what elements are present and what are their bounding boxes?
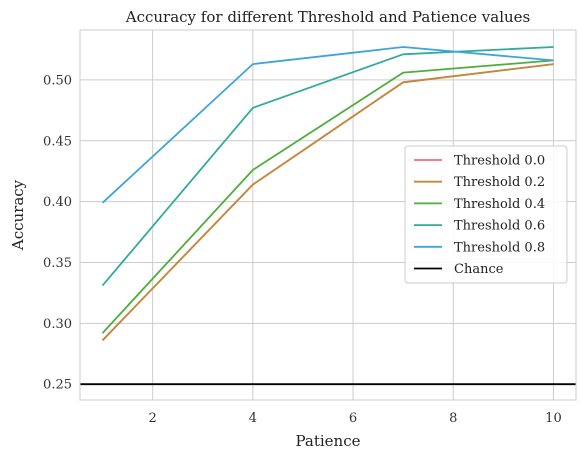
legend-label: Threshold 0.4 [454, 197, 545, 212]
y-axis-label: Accuracy [9, 179, 27, 251]
x-tick-label: 10 [545, 411, 562, 426]
x-axis-label: Patience [295, 432, 360, 450]
y-tick-label: 0.35 [43, 256, 72, 271]
grid-layer [80, 30, 576, 400]
legend-label: Threshold 0.8 [454, 240, 545, 255]
legend-label: Threshold 0.2 [454, 175, 545, 190]
y-tick-labels: 0.25 0.30 0.35 0.40 0.45 0.50 [43, 73, 72, 392]
legend: Threshold 0.0 Threshold 0.2 Threshold 0.4 T… [404, 145, 568, 284]
x-tick-label: 4 [249, 411, 257, 426]
y-tick-label: 0.25 [43, 378, 72, 393]
x-tick-labels: 2 4 6 8 10 [149, 411, 562, 426]
chart-title: Accuracy for different Threshold and Pat… [125, 8, 530, 26]
y-tick-label: 0.40 [43, 195, 72, 210]
x-tick-label: 8 [449, 411, 457, 426]
x-tick-label: 6 [349, 411, 357, 426]
x-tick-label: 2 [149, 411, 157, 426]
legend-label: Threshold 0.6 [454, 219, 545, 234]
y-tick-label: 0.45 [43, 134, 72, 149]
y-tick-label: 0.50 [43, 73, 72, 88]
legend-label: Threshold 0.0 [454, 154, 545, 169]
series-line-2 [101, 59, 554, 334]
legend-box [404, 145, 568, 284]
series-line-4 [101, 46, 554, 204]
series-lines [80, 46, 576, 386]
series-line-3 [101, 46, 554, 287]
plot-frame [79, 29, 577, 401]
y-tick-label: 0.30 [43, 317, 72, 332]
legend-label: Chance [454, 262, 504, 277]
series-line-1 [101, 63, 554, 342]
